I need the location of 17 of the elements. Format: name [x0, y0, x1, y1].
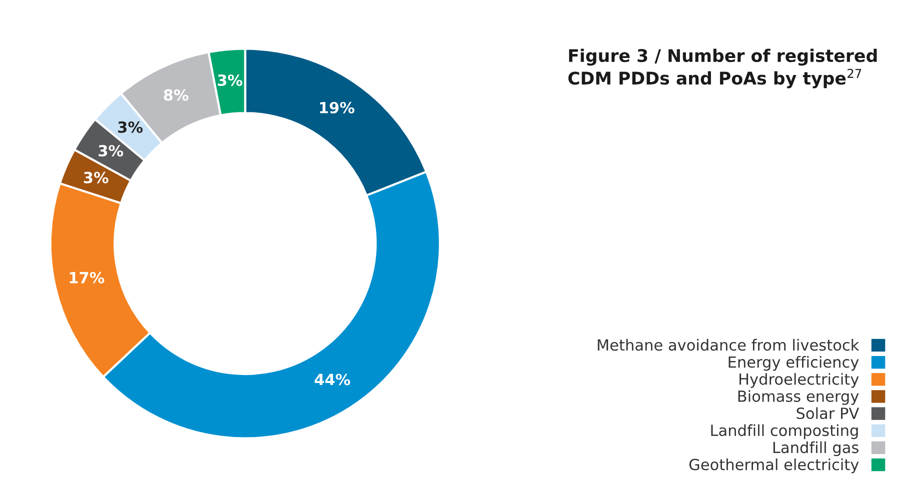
- legend-label: Energy efficiency: [728, 356, 859, 371]
- data-label: 19%: [320, 102, 354, 114]
- data-label: 8%: [164, 89, 188, 101]
- text: Figure 3 / Number of registered CDM PDDs and PoAs by type$^{27}$: [568, 48, 877, 88]
- legend-label: Methane avoidance from livestock: [598, 338, 860, 351]
- data-label: 3%: [98, 144, 124, 157]
- data-label: 17%: [70, 272, 104, 284]
- data-label: 3%: [118, 121, 143, 133]
- legend-label: Landfill gas: [773, 441, 858, 456]
- legend-label: Hydroelectricity: [740, 373, 859, 388]
- legend-label: Solar PV: [796, 407, 860, 420]
- legend-label: Biomass energy: [738, 390, 859, 405]
- data-label: 44%: [314, 374, 350, 386]
- legend-label: Landfill composting: [711, 424, 858, 440]
- legend-label: Geothermal electricity: [689, 458, 859, 474]
- data-label: 3%: [218, 74, 242, 86]
- data-label: 3%: [84, 172, 108, 184]
